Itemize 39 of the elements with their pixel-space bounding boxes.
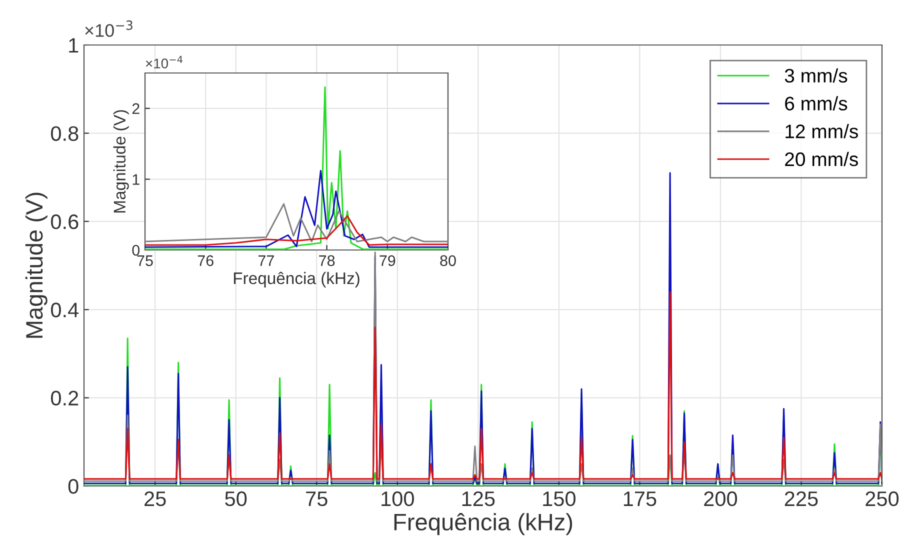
x-tick-label: 79 (380, 255, 396, 266)
x-tick-label: 100 (382, 491, 414, 506)
y-tick-label: 0.6 (50, 214, 78, 230)
y-axis-title: Magnitude (V) (25, 192, 48, 338)
text: ×10$^{−3}$ (85, 20, 132, 37)
x-tick-label: 76 (198, 255, 214, 266)
legend-label: 12 mm/s (786, 124, 858, 138)
y-tick-label: 2 (132, 103, 140, 114)
x-tick-label: 150 (543, 491, 576, 506)
x-tick-label: 50 (225, 491, 247, 506)
annotation: ×10$^{−4}$ (146, 56, 182, 68)
x-tick-label: 78 (319, 255, 335, 266)
x-tick-label: 250 (866, 491, 899, 506)
y-tick-label: 0 (68, 479, 78, 494)
y-tick-label: 0.8 (50, 126, 78, 141)
y-tick-label: 1 (132, 174, 140, 185)
y-tick-label: 0 (132, 244, 140, 256)
x-axis-title: Frequência (kHz) (394, 513, 572, 536)
y-tick-label: 1 (69, 38, 78, 53)
line-series (145, 203, 448, 242)
x-tick-label: 200 (704, 491, 738, 506)
legend-label: 6 mm/s (785, 96, 848, 110)
x-tick-label: 80 (440, 255, 456, 266)
legend-label: 20 mm/s (785, 152, 858, 166)
x-axis-title: Frequência (kHz) (234, 272, 360, 288)
x-tick-label: 77 (258, 255, 274, 266)
y-tick-label: 0.2 (50, 390, 78, 406)
x-tick-label: 75 (137, 255, 153, 266)
x-tick-label: 75 (306, 492, 328, 506)
x-tick-label: 225 (784, 491, 818, 506)
line-series (84, 291, 882, 480)
x-tick-label: 25 (144, 491, 166, 506)
x-tick-label: 175 (624, 492, 656, 506)
y-axis-title: Magnitude (V) (113, 110, 129, 212)
y-tick-label: 0.4 (50, 302, 79, 318)
line-series (145, 215, 448, 246)
line-series (145, 170, 448, 248)
x-tick-label: 125 (462, 491, 495, 506)
legend-label: 3 mm/s (784, 68, 848, 83)
